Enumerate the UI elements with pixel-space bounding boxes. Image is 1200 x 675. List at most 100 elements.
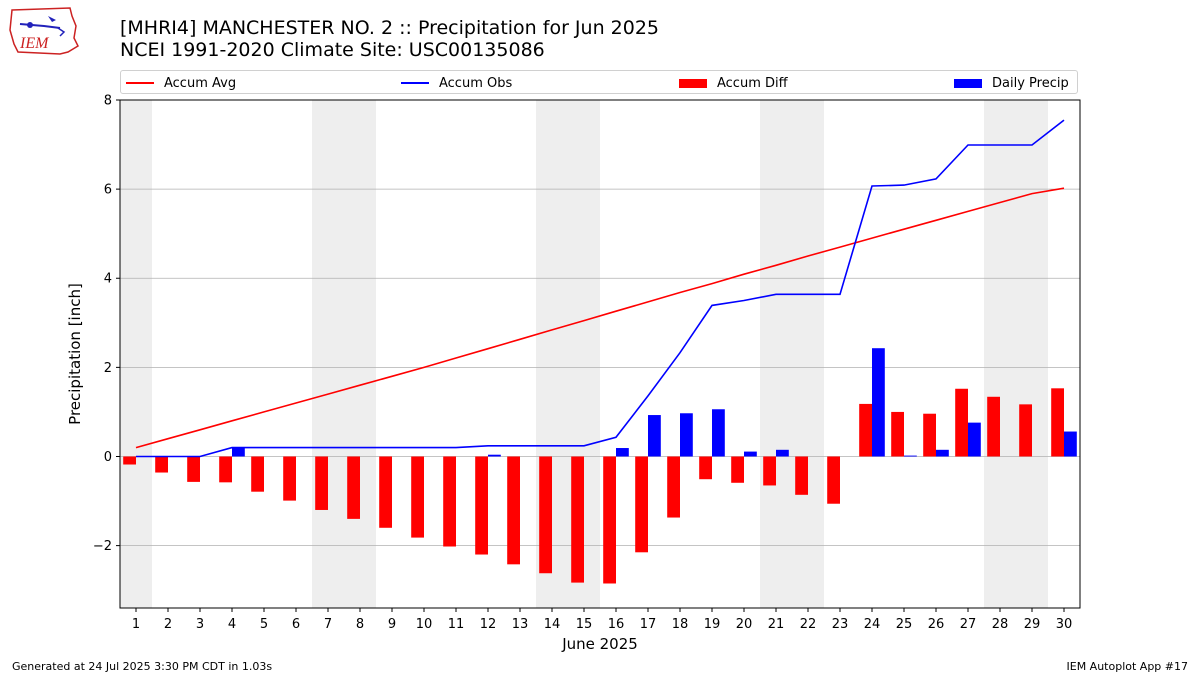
bar-daily-precip <box>936 449 949 457</box>
bar-daily-precip <box>232 447 245 457</box>
x-tick-label: 17 <box>640 617 657 632</box>
bar-daily-precip <box>488 454 501 457</box>
x-tick-label: 30 <box>1056 617 1073 632</box>
x-tick-label: 9 <box>388 617 396 632</box>
bar-daily-precip <box>744 451 757 457</box>
x-tick-label: 5 <box>260 617 268 632</box>
bar-daily-precip <box>904 455 917 457</box>
legend-swatch-accum-diff <box>679 78 707 88</box>
bar-daily-precip <box>872 348 885 457</box>
bar-daily-precip <box>648 415 661 457</box>
x-tick-label: 15 <box>576 617 593 632</box>
bar-accum-diff <box>219 456 232 483</box>
bar-accum-diff <box>283 456 296 501</box>
bar-accum-diff <box>411 456 424 538</box>
legend-item-daily-precip: Daily Precip <box>954 74 1069 92</box>
y-tick-label: 6 <box>104 183 112 198</box>
x-tick-label: 10 <box>416 617 433 632</box>
bar-daily-precip <box>776 449 789 457</box>
x-tick-label: 18 <box>672 617 689 632</box>
y-axis-label: Precipitation [inch] <box>66 283 84 425</box>
bar-daily-precip <box>1064 431 1077 457</box>
x-tick-label: 25 <box>896 617 913 632</box>
weekend-shade <box>312 100 376 608</box>
bar-daily-precip <box>680 413 693 457</box>
y-tick-label: 2 <box>104 361 112 376</box>
x-tick-label: 4 <box>228 617 236 632</box>
x-tick-label: 2 <box>164 617 172 632</box>
bar-accum-diff <box>123 456 136 465</box>
weekend-shade <box>120 100 152 608</box>
legend-item-accum-diff: Accum Diff <box>679 74 788 92</box>
legend-swatch-accum-obs <box>401 82 429 84</box>
bar-accum-diff <box>827 456 840 504</box>
x-tick-label: 22 <box>800 617 817 632</box>
legend-label-accum-diff: Accum Diff <box>717 75 788 91</box>
bar-accum-diff <box>347 456 360 519</box>
x-tick-label: 13 <box>512 617 529 632</box>
iem-logo: IEM <box>8 6 80 62</box>
x-tick-label: 29 <box>1024 617 1041 632</box>
legend-item-accum-avg: Accum Avg <box>126 74 236 92</box>
y-tick-label: 4 <box>104 272 112 287</box>
x-tick-label: 28 <box>992 617 1009 632</box>
x-tick-label: 3 <box>196 617 204 632</box>
iem-logo-text: IEM <box>19 35 50 52</box>
title-line-1: [MHRI4] MANCHESTER NO. 2 :: Precipitatio… <box>120 17 660 39</box>
bar-daily-precip <box>968 422 981 457</box>
legend-swatch-daily-precip <box>954 78 982 88</box>
weekend-shade <box>984 100 1048 608</box>
chart-title: [MHRI4] MANCHESTER NO. 2 :: Precipitatio… <box>120 17 659 61</box>
bar-accum-diff <box>315 456 328 510</box>
bar-accum-diff <box>379 456 392 528</box>
bar-accum-diff <box>667 456 680 518</box>
x-axis-label: June 2025 <box>561 635 638 653</box>
footer-app: IEM Autoplot App #17 <box>1066 660 1189 673</box>
x-tick-label: 16 <box>608 617 625 632</box>
x-tick-label: 27 <box>960 617 977 632</box>
bar-daily-precip <box>712 409 725 457</box>
x-tick-label: 24 <box>864 617 881 632</box>
title-line-2: NCEI 1991-2020 Climate Site: USC00135086 <box>120 39 545 61</box>
bar-accum-diff <box>955 388 968 457</box>
legend-swatch-accum-avg <box>126 82 154 84</box>
line-accum-obs <box>136 119 1065 458</box>
x-tick-label: 12 <box>480 617 497 632</box>
bar-accum-diff <box>507 456 520 565</box>
legend: Accum Avg Accum Obs Accum Diff Daily Pre… <box>120 70 1078 94</box>
x-tick-label: 14 <box>544 617 561 632</box>
x-tick-label: 20 <box>736 617 753 632</box>
bar-accum-diff <box>987 396 1000 457</box>
x-tick-label: 8 <box>356 617 364 632</box>
bar-accum-diff <box>795 456 808 495</box>
bar-accum-diff <box>891 411 904 457</box>
legend-label-accum-avg: Accum Avg <box>164 75 237 91</box>
line-accum-avg <box>135 187 1065 449</box>
bar-accum-diff <box>923 413 936 457</box>
bar-accum-diff <box>571 456 584 583</box>
x-tick-label: 21 <box>768 617 785 632</box>
weekend-shade <box>760 100 824 608</box>
bar-accum-diff <box>251 456 264 492</box>
bar-accum-diff <box>859 403 872 457</box>
x-tick-label: 6 <box>292 617 300 632</box>
bar-daily-precip <box>616 448 629 457</box>
x-tick-label: 23 <box>832 617 849 632</box>
bar-accum-diff <box>443 456 456 547</box>
bar-accum-diff <box>603 456 616 584</box>
legend-label-accum-obs: Accum Obs <box>439 75 513 91</box>
bar-accum-diff <box>475 456 488 555</box>
bar-accum-diff <box>731 456 744 483</box>
footer-generated: Generated at 24 Jul 2025 3:30 PM CDT in … <box>12 660 273 673</box>
x-tick-label: 1 <box>132 617 140 632</box>
x-tick-label: 19 <box>704 617 721 632</box>
bar-accum-diff <box>1019 404 1032 457</box>
bar-accum-diff <box>1051 388 1064 457</box>
x-tick-label: 7 <box>324 617 332 632</box>
x-tick-label: 11 <box>448 617 465 632</box>
y-tick-label: 0 <box>104 450 112 465</box>
bar-accum-diff <box>699 456 712 480</box>
bar-accum-diff <box>187 456 200 482</box>
bar-accum-diff <box>763 456 776 486</box>
